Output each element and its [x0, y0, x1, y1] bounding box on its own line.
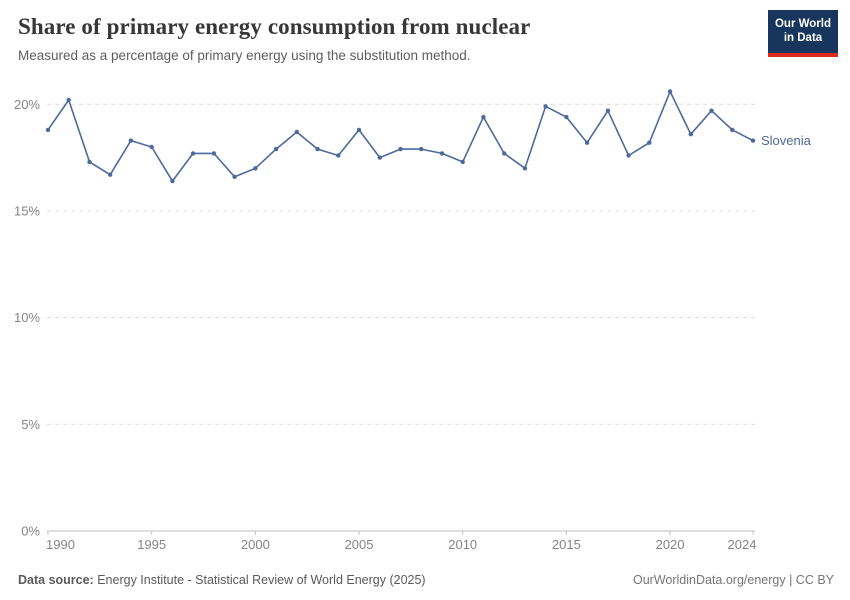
owid-logo[interactable]: Our World in Data	[768, 10, 838, 57]
credit-link[interactable]: OurWorldinData.org/energy | CC BY	[632, 573, 834, 587]
data-point[interactable]	[750, 138, 756, 143]
data-point[interactable]	[108, 172, 113, 177]
data-point[interactable]	[730, 127, 735, 133]
owid-logo-line1: Our World	[774, 18, 831, 30]
data-point[interactable]	[356, 127, 362, 133]
data-point[interactable]	[626, 153, 631, 158]
data-point[interactable]	[419, 146, 424, 152]
data-point[interactable]	[564, 114, 569, 120]
line-chart: 0% 5% 10% 15% 20% 1990 1995 2000 2005 2010 2015 202…	[14, 89, 812, 552]
data-point[interactable]	[294, 129, 299, 135]
data-point[interactable]	[170, 178, 175, 184]
data-point[interactable]	[66, 97, 71, 103]
x-axis-tick-label: 2020	[656, 537, 685, 552]
data-point[interactable]	[481, 114, 486, 120]
data-source-text: Energy Institute - Statistical Review of…	[93, 573, 426, 587]
data-point[interactable]	[522, 166, 528, 171]
y-axis-tick-label: 10%	[14, 310, 40, 325]
data-point[interactable]	[336, 153, 341, 158]
x-axis-tick-label: 1995	[137, 537, 166, 552]
data-point[interactable]	[709, 108, 714, 113]
x-axis-tick-label: 2015	[552, 537, 581, 552]
y-axis-tick-label: 0%	[21, 524, 40, 539]
data-point[interactable]	[605, 108, 611, 113]
data-point[interactable]	[128, 138, 134, 143]
data-source-label: Data source:	[18, 573, 94, 587]
data-point[interactable]	[502, 151, 507, 156]
x-axis-tick-label: 2010	[448, 537, 477, 552]
data-point[interactable]	[45, 127, 51, 133]
x-axis-tick-label: 1990	[46, 537, 75, 552]
x-axis-tick-label: 2005	[345, 537, 374, 552]
data-point[interactable]	[667, 89, 673, 94]
chart-subtitle: Measured as a percentage of primary ener…	[18, 48, 471, 63]
data-point[interactable]	[190, 151, 196, 156]
data-point[interactable]	[273, 146, 279, 152]
data-point[interactable]	[398, 146, 403, 152]
owid-logo-line2: in Data	[783, 32, 823, 45]
series-label-slovenia[interactable]: Slovenia	[761, 133, 812, 148]
data-line	[47, 90, 754, 182]
chart-footer: Data source: Energy Institute - Statisti…	[18, 573, 834, 587]
data-point[interactable]	[584, 140, 590, 145]
data-point[interactable]	[315, 146, 320, 152]
data-point[interactable]	[253, 166, 258, 171]
x-axis-tick-label: 2024	[728, 537, 757, 552]
data-point[interactable]	[377, 155, 382, 160]
data-point[interactable]	[149, 144, 154, 150]
data-point[interactable]	[647, 140, 652, 145]
chart-title: Share of primary energy consumption from…	[18, 14, 531, 39]
data-source: Data source: Energy Institute - Statisti…	[18, 573, 426, 587]
data-point[interactable]	[543, 104, 548, 109]
data-point[interactable]	[211, 151, 217, 156]
y-axis-tick-label: 5%	[21, 417, 40, 432]
data-point[interactable]	[87, 159, 92, 165]
data-point[interactable]	[460, 159, 465, 165]
data-point[interactable]	[232, 174, 237, 179]
y-axis-tick-label: 15%	[14, 203, 40, 218]
chart-header: Share of primary energy consumption from…	[18, 14, 750, 63]
x-axis-tick-label: 2000	[241, 537, 270, 552]
data-point[interactable]	[439, 151, 445, 156]
data-point[interactable]	[688, 132, 693, 137]
y-axis-tick-label: 20%	[14, 97, 40, 112]
